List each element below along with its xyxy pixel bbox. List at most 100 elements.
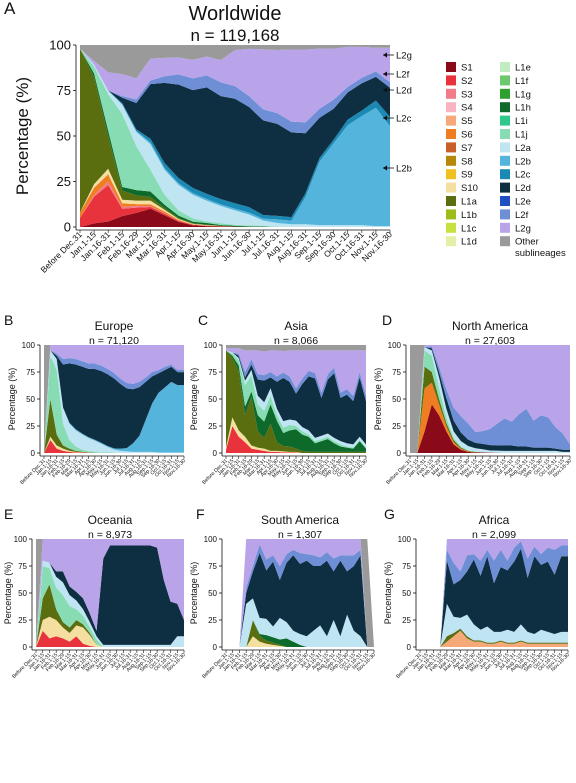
area-l2b [44, 350, 184, 453]
panel-title: Europe [95, 319, 134, 333]
stacked-areas [226, 345, 366, 453]
legend-label: L1j [515, 130, 528, 141]
area-s2 [226, 426, 366, 453]
legend-swatch [446, 222, 456, 233]
area-l1j [410, 350, 570, 453]
annotation-label: L2f [396, 70, 410, 81]
panel-title: Africa [479, 513, 510, 527]
area-l1a [420, 628, 568, 647]
legend-label: S2 [461, 76, 473, 87]
area-l1a [36, 584, 184, 647]
y-tick-label: 50 [18, 589, 27, 598]
y-tick-label: 0 [213, 643, 218, 652]
area-l2f [226, 350, 366, 402]
area-l1a [410, 366, 570, 453]
legend-label: L1f [515, 76, 529, 87]
area-l2d [36, 545, 184, 647]
area-l2d [80, 48, 390, 218]
area-s1 [80, 208, 390, 227]
y-tick-label: 25 [26, 422, 35, 431]
legend-label: L2a [515, 143, 532, 154]
area-l2g [80, 46, 390, 123]
stacked-areas [36, 539, 184, 647]
y-tick-label: 75 [18, 562, 27, 571]
legend-label: L1e [515, 63, 531, 74]
area-s6 [410, 382, 570, 453]
area-l2g [36, 539, 184, 647]
legend-label: Other [515, 237, 539, 248]
y-tick-label: 100 [204, 535, 218, 544]
legend-label: L2d [515, 183, 531, 194]
legend-label: S5 [461, 116, 473, 127]
y-tick-label: 25 [402, 616, 411, 625]
stacked-areas [420, 539, 568, 647]
panel-letter: D [382, 312, 392, 328]
y-tick-label: 75 [208, 368, 217, 377]
area-l1h [226, 350, 366, 452]
area-s10 [36, 616, 184, 647]
legend-swatch [446, 209, 456, 220]
panel-G: G Africa n = 2,099 0 25 50 75 100 Percentage (%)… [383, 506, 571, 680]
panel-letter: C [198, 312, 208, 328]
area-l1j [226, 350, 366, 449]
legend-label: L1i [515, 116, 528, 127]
y-tick-label: 100 [22, 341, 36, 350]
area-s5 [420, 630, 568, 647]
panel-title: North America [452, 319, 528, 333]
y-axis-label: Percentage (%) [373, 368, 383, 431]
y-tick-label: 50 [402, 589, 411, 598]
y-tick-label: 75 [57, 83, 71, 98]
legend-swatch [500, 155, 510, 166]
legend-swatch [446, 169, 456, 180]
panel-letter: F [196, 506, 205, 522]
y-tick-label: 25 [18, 616, 27, 625]
stacked-areas [410, 345, 570, 453]
y-tick-label: 50 [208, 395, 217, 404]
legend-label: sublineages [515, 248, 566, 259]
area-l2a [420, 603, 568, 647]
y-axis-label: Percentage (%) [7, 368, 17, 431]
legend-swatch [500, 129, 510, 139]
panel-D: D North America n = 27,603 0 25 50 75 100 Percen… [373, 312, 573, 486]
area-l2f [80, 48, 390, 134]
y-tick-label: 75 [392, 368, 401, 377]
legend-label: L1b [461, 210, 477, 221]
area-l2a [80, 48, 390, 227]
area-l2c [80, 48, 390, 221]
annotation-label: L2c [396, 114, 412, 125]
area-l2g [420, 539, 568, 647]
area-s2 [44, 440, 184, 453]
legend-label: S7 [461, 143, 473, 154]
y-tick-label: 75 [26, 368, 35, 377]
legend-swatch [500, 88, 510, 99]
legend-swatch [446, 155, 456, 166]
y-tick-label: 100 [204, 341, 218, 350]
panel-letter: G [384, 506, 395, 522]
legend-swatch [446, 196, 456, 206]
arrowhead-icon [383, 87, 387, 93]
legend-label: S1 [461, 63, 473, 74]
area-l2a [410, 347, 570, 453]
legend-label: L1a [461, 197, 478, 208]
annotation-label: L2b [396, 164, 412, 175]
legend-swatch [500, 182, 510, 193]
y-tick-label: 100 [388, 341, 402, 350]
legend-swatch [500, 142, 510, 153]
legend-swatch [500, 196, 510, 206]
area-l2g [410, 345, 570, 453]
legend-label: L2g [515, 223, 531, 234]
panel-title: Asia [284, 319, 308, 333]
legend-label: L1h [515, 103, 531, 114]
y-tick-label: 100 [398, 535, 412, 544]
y-tick-label: 25 [208, 422, 217, 431]
y-axis-label: Percentage (%) [383, 562, 393, 625]
legend-swatch [446, 142, 456, 153]
area-l1a [226, 620, 374, 647]
y-tick-label: 75 [208, 562, 217, 571]
area-s1 [410, 404, 570, 453]
y-tick-label: 100 [49, 38, 71, 53]
legend-swatch [446, 115, 456, 126]
legend-swatch [500, 209, 510, 220]
area-l2g [226, 539, 374, 647]
legend-swatch [446, 236, 456, 247]
